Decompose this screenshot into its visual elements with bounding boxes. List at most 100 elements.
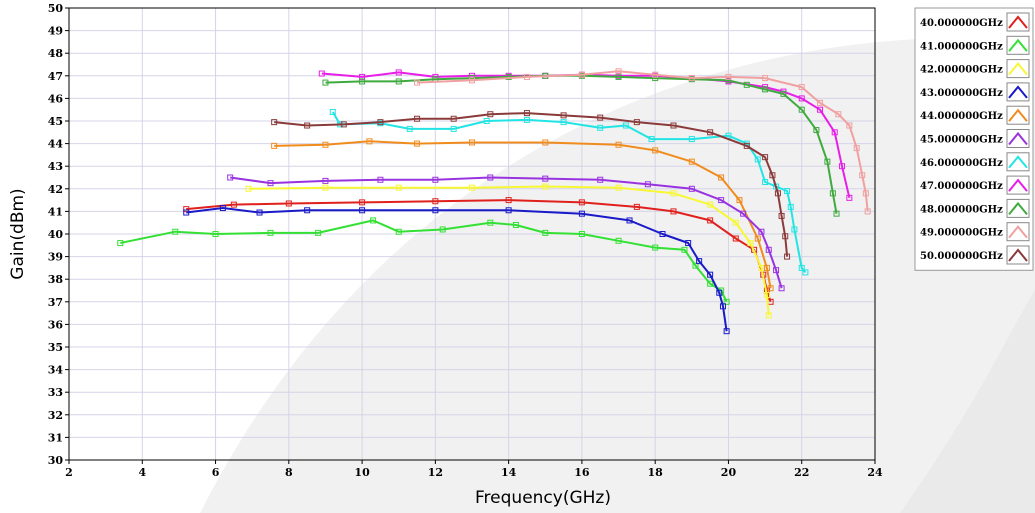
series-point-marker xyxy=(723,298,730,305)
series-point-marker xyxy=(762,179,769,186)
series-point-marker xyxy=(652,147,659,154)
series-point-marker xyxy=(769,172,776,179)
series-point-marker xyxy=(366,138,373,145)
legend-swatch-box xyxy=(1006,175,1030,195)
series-point-marker xyxy=(864,208,871,215)
series-point-marker xyxy=(469,184,475,191)
legend-swatch-box xyxy=(1006,35,1030,55)
y-tick-label: 43 xyxy=(48,160,63,173)
series-point-marker xyxy=(758,228,765,235)
series-point-marker xyxy=(670,208,677,215)
legend-swatch-box xyxy=(1006,82,1030,102)
series-point-marker xyxy=(685,240,692,247)
y-tick-label: 44 xyxy=(48,138,64,151)
series-point-marker xyxy=(688,75,695,82)
series-point-marker xyxy=(395,69,402,76)
series-point-marker xyxy=(633,203,640,210)
y-tick-label: 49 xyxy=(48,25,63,38)
series-10 xyxy=(271,110,791,260)
y-tick-label: 30 xyxy=(48,454,64,467)
series-point-marker xyxy=(754,156,761,163)
series-point-marker xyxy=(782,233,789,240)
legend-swatch-line xyxy=(1008,131,1028,146)
series-point-marker xyxy=(802,269,809,276)
legend-swatch-line xyxy=(1008,248,1028,262)
y-tick-label: 35 xyxy=(48,341,63,354)
series-point-marker xyxy=(784,253,791,260)
series-point-marker xyxy=(787,203,794,210)
series-line xyxy=(416,70,869,212)
series-point-marker xyxy=(469,139,475,146)
series-point-marker xyxy=(230,201,237,208)
series-point-marker xyxy=(778,285,785,292)
series-point-marker xyxy=(560,112,567,119)
series-point-marker xyxy=(659,231,666,237)
series-line xyxy=(186,207,728,332)
series-line xyxy=(331,111,807,274)
series-4 xyxy=(271,138,774,292)
series-point-marker xyxy=(862,190,869,197)
series-point-marker xyxy=(829,190,836,197)
series-point-marker xyxy=(622,122,629,129)
x-tick-label: 20 xyxy=(721,466,737,479)
x-axis-ticks: 2 4 6 8 10 12 14 16 18 20 22 24 xyxy=(65,460,883,479)
series-3 xyxy=(183,205,730,335)
series-point-marker xyxy=(846,194,853,201)
series-point-marker xyxy=(644,181,651,188)
series-point-marker xyxy=(723,328,730,335)
x-tick-label: 4 xyxy=(138,466,146,479)
legend-swatch-box xyxy=(1006,12,1030,32)
series-point-marker xyxy=(340,121,347,128)
series-point-marker xyxy=(798,264,805,271)
series-point-marker xyxy=(183,209,190,216)
x-tick-label: 8 xyxy=(285,466,293,479)
x-tick-label: 22 xyxy=(794,466,809,479)
series-1 xyxy=(117,217,730,305)
legend-swatch-line xyxy=(1008,178,1028,192)
series-point-marker xyxy=(718,174,725,181)
series-point-marker xyxy=(329,108,336,115)
legend-label: 40.000000GHz xyxy=(920,18,1003,29)
series-point-marker xyxy=(483,118,490,124)
y-tick-label: 37 xyxy=(48,296,63,309)
series-point-marker xyxy=(817,99,824,106)
x-tick-label: 18 xyxy=(648,466,664,479)
y-tick-label: 38 xyxy=(48,273,64,286)
legend-swatch-line xyxy=(1008,62,1028,76)
series-point-marker xyxy=(439,226,446,233)
series-point-marker xyxy=(762,75,769,82)
series-point-marker xyxy=(370,217,377,224)
legend-swatch-box xyxy=(1006,152,1030,172)
series-point-marker xyxy=(271,142,278,149)
series-point-marker xyxy=(377,119,384,126)
y-tick-label: 33 xyxy=(48,386,63,399)
series-point-marker xyxy=(117,240,124,247)
series-point-marker xyxy=(670,122,677,129)
series-point-marker xyxy=(359,78,366,85)
legend-swatch-line xyxy=(1008,108,1028,122)
series-point-marker xyxy=(846,122,853,129)
series-point-marker xyxy=(304,207,311,214)
series-point-marker xyxy=(767,285,774,292)
x-tick-label: 10 xyxy=(354,466,370,479)
legend-swatch-line xyxy=(1008,225,1028,239)
y-tick-label: 41 xyxy=(48,205,63,218)
series-point-marker xyxy=(765,312,772,319)
series-point-marker xyxy=(432,176,439,183)
x-tick-label: 6 xyxy=(212,466,220,479)
legend-label: 43.000000GHz xyxy=(920,88,1003,99)
legend-label: 46.000000GHz xyxy=(920,158,1003,169)
series-point-marker xyxy=(414,115,421,122)
series-line xyxy=(325,74,838,214)
series-line xyxy=(274,112,789,257)
series-point-marker xyxy=(813,127,820,134)
y-tick-label: 40 xyxy=(48,228,64,241)
series-point-marker xyxy=(817,106,824,113)
series-point-marker xyxy=(765,246,772,253)
series-point-marker xyxy=(432,207,439,214)
series-line xyxy=(120,219,728,303)
series-point-marker xyxy=(778,212,785,219)
series-point-marker xyxy=(859,172,866,179)
series-point-marker xyxy=(670,190,677,197)
series-point-marker xyxy=(395,228,402,235)
